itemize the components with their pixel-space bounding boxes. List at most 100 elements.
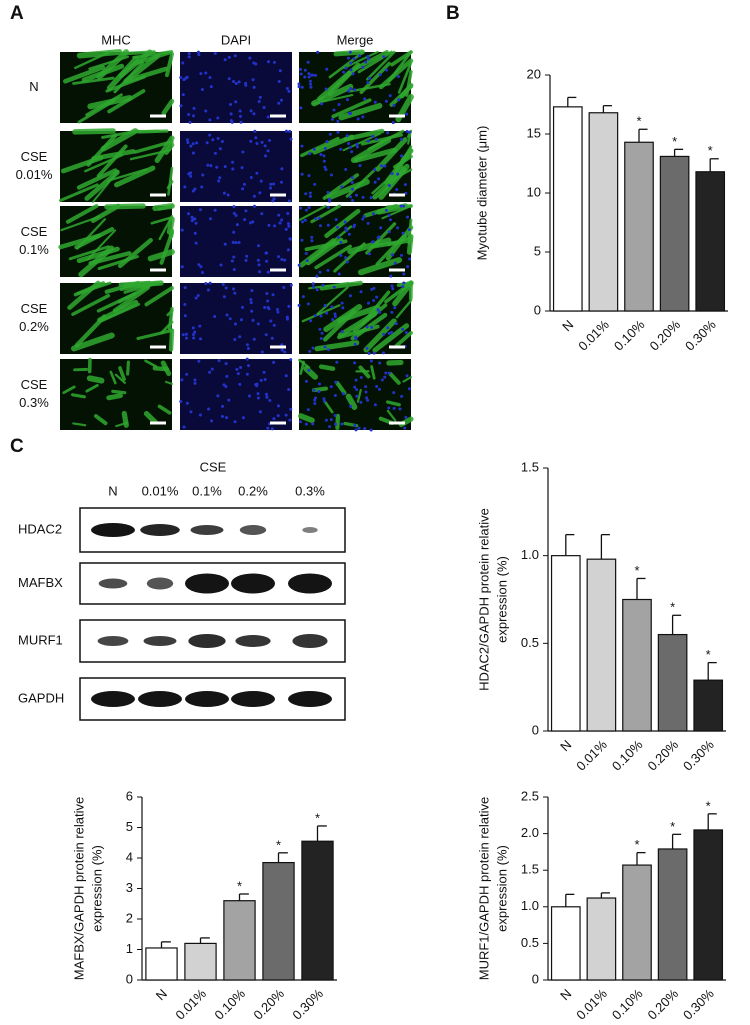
nucleus <box>373 180 377 184</box>
bar <box>301 840 334 981</box>
nucleus <box>191 326 195 330</box>
blot-band <box>235 635 271 647</box>
nucleus <box>271 293 275 297</box>
nucleus <box>367 252 371 256</box>
nucleus <box>308 349 312 353</box>
myotube <box>76 49 123 59</box>
nucleus <box>289 407 293 411</box>
nucleus <box>332 285 336 289</box>
nucleus <box>256 258 260 262</box>
nucleus <box>404 415 408 419</box>
bar <box>184 942 217 981</box>
bar <box>550 555 581 732</box>
nucleus <box>400 394 404 398</box>
nucleus <box>349 61 353 65</box>
blot-row-label: HDAC2 <box>18 521 62 536</box>
nucleus <box>235 367 239 371</box>
nucleus <box>366 301 370 305</box>
myotube <box>388 371 401 385</box>
nucleus <box>339 253 343 257</box>
nucleus <box>257 100 261 104</box>
nucleus <box>318 224 322 228</box>
nucleus <box>317 389 321 393</box>
myotube <box>335 380 347 395</box>
nucleus <box>198 324 202 328</box>
nucleus <box>199 72 203 76</box>
nucleus <box>227 77 231 81</box>
myotube <box>58 183 99 202</box>
blot-band <box>97 636 129 646</box>
nucleus <box>299 67 303 71</box>
nucleus <box>213 208 217 212</box>
nucleus <box>193 381 197 385</box>
myotube <box>88 55 129 71</box>
significance-mark: * <box>670 819 675 834</box>
nucleus <box>179 400 183 404</box>
myotube <box>157 404 172 415</box>
nucleus <box>345 134 349 138</box>
nucleus <box>382 351 386 355</box>
lane-label: 0.3% <box>295 483 325 498</box>
nucleus <box>314 217 318 221</box>
nucleus <box>220 415 224 419</box>
nucleus <box>357 426 361 430</box>
nucleus <box>183 314 187 318</box>
nucleus <box>372 286 376 290</box>
nucleus <box>384 208 388 212</box>
nucleus <box>255 384 259 388</box>
nucleus <box>233 291 237 295</box>
nucleus <box>187 113 191 117</box>
nucleus <box>349 404 353 408</box>
nucleus <box>323 165 327 169</box>
bar <box>659 155 690 312</box>
nucleus <box>400 137 404 141</box>
nucleus <box>193 217 197 221</box>
y-tick-label: 0 <box>532 722 539 737</box>
significance-mark: * <box>634 563 639 578</box>
myotube <box>359 61 391 95</box>
nucleus <box>286 248 290 252</box>
nucleus <box>192 333 196 337</box>
nucleus <box>330 305 334 309</box>
nucleus <box>241 187 245 191</box>
nucleus <box>241 150 245 154</box>
nucleus <box>196 50 200 54</box>
nucleus <box>350 180 354 184</box>
blot-band <box>231 573 275 594</box>
significance-mark: * <box>706 798 711 813</box>
nucleus <box>348 294 352 298</box>
nucleus <box>300 85 304 89</box>
nucleus <box>407 228 411 232</box>
nucleus <box>324 168 328 172</box>
nucleus <box>209 85 213 89</box>
significance-mark: * <box>634 837 639 852</box>
y-tick-label: 0 <box>534 302 541 317</box>
nucleus <box>321 283 325 287</box>
bar <box>586 897 617 981</box>
nucleus <box>342 70 346 74</box>
nucleus <box>206 163 210 167</box>
row-label: 0.2% <box>19 319 49 334</box>
significance-mark: * <box>636 114 641 129</box>
nucleus <box>288 418 292 422</box>
nucleus <box>313 182 317 186</box>
nucleus <box>217 359 221 363</box>
nucleus <box>272 60 276 64</box>
nucleus <box>311 285 315 289</box>
nucleus <box>280 218 284 222</box>
nucleus <box>387 331 391 335</box>
nucleus <box>405 130 409 134</box>
nucleus <box>347 142 351 146</box>
nucleus <box>334 218 338 222</box>
nucleus <box>310 239 314 243</box>
myotube <box>337 311 377 338</box>
x-tick-label: N <box>153 986 170 1003</box>
blot-band <box>138 691 182 707</box>
x-tick-label: 0.01% <box>575 317 612 354</box>
nucleus <box>297 82 301 86</box>
nucleus <box>365 325 369 329</box>
nucleus <box>401 327 405 331</box>
myotube <box>356 388 362 403</box>
nucleus <box>234 100 238 104</box>
myotube <box>100 302 141 323</box>
